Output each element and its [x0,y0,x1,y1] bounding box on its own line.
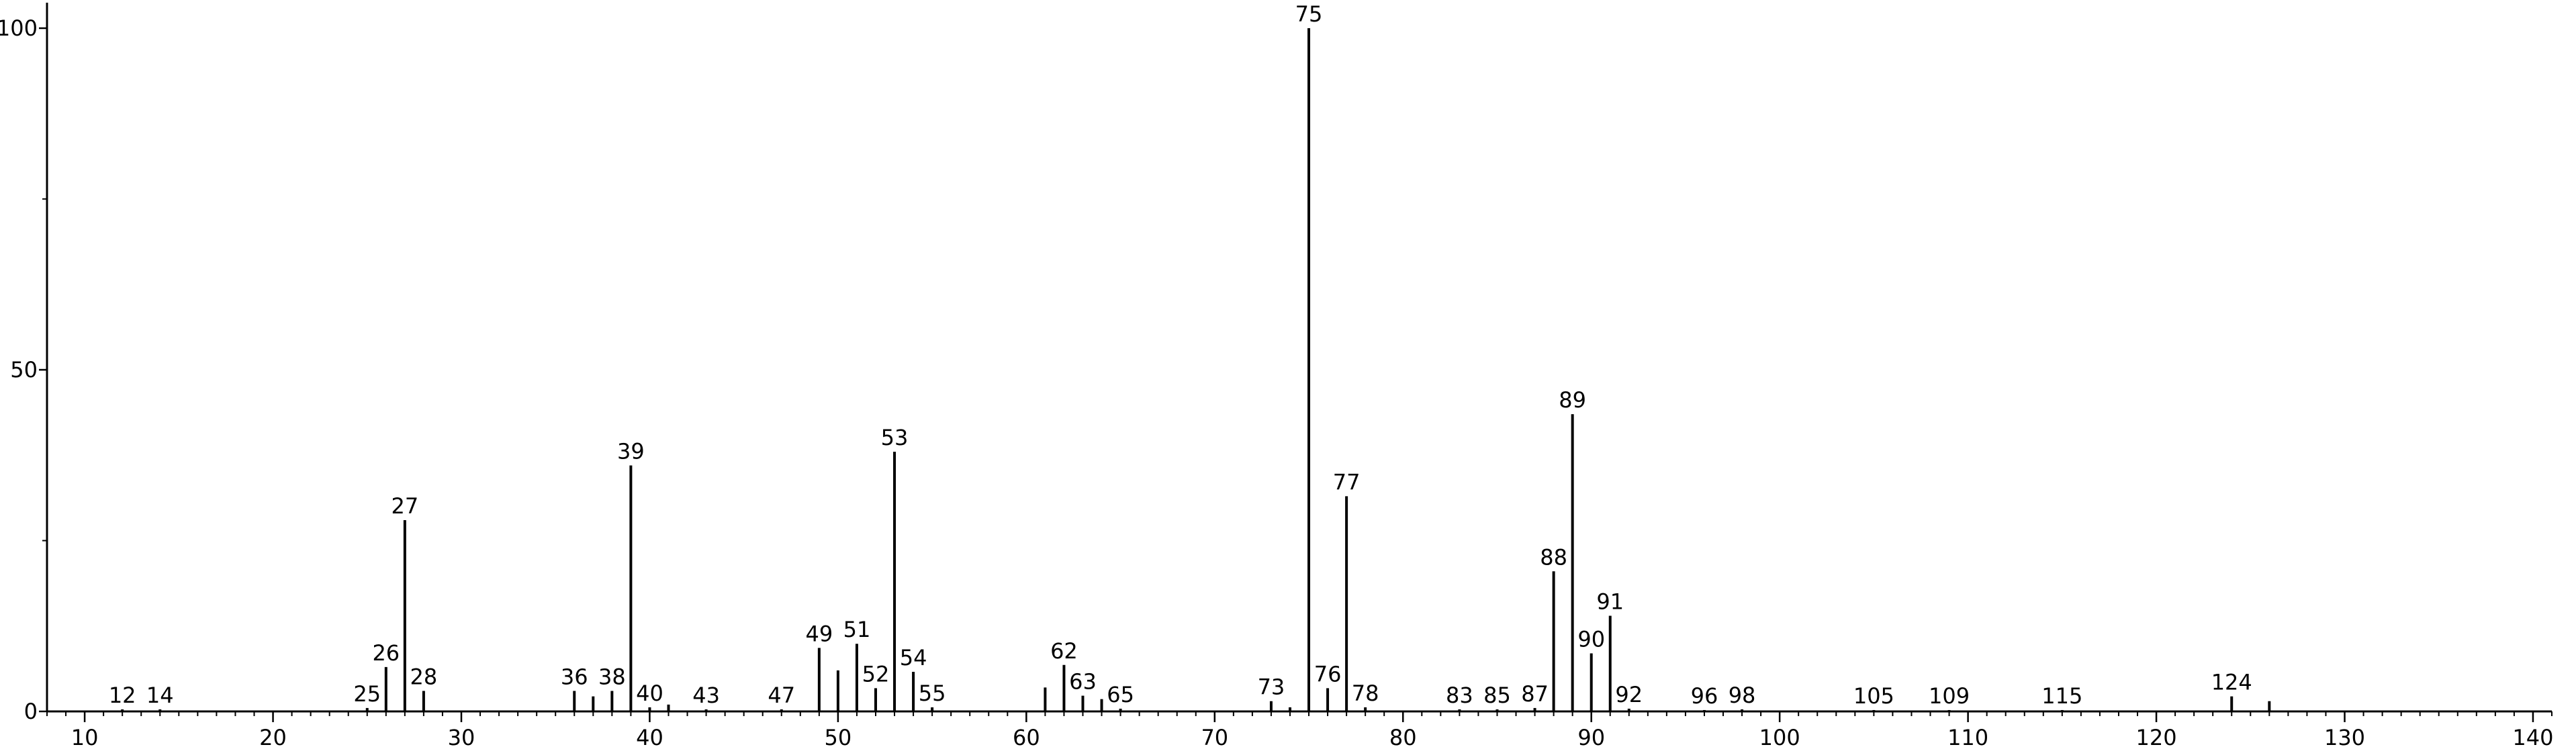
peak-label: 38 [598,664,626,689]
peak-label: 88 [1540,544,1567,570]
peak-label: 28 [410,664,438,689]
peak-label: 75 [1295,1,1323,27]
peak-label: 40 [636,681,663,706]
x-tick-label: 70 [1201,725,1228,749]
peak-label: 51 [843,617,871,642]
x-tick-label: 90 [1577,725,1605,749]
x-tick-label: 100 [1759,725,1800,749]
peak-label: 12 [109,683,136,708]
peak-label: 43 [692,683,720,708]
axes: 10 20 30 40 50 60 70 80 90 100 110 120 130 140 0 50 100 [0,3,2553,749]
peak-label: 98 [1729,683,1756,708]
peak-label: 63 [1069,669,1097,695]
peak-label: 52 [862,661,890,687]
peak-label: 89 [1559,387,1586,413]
peak-label: 54 [900,645,927,670]
x-tick-label: 60 [1013,725,1040,749]
x-tick-label: 10 [71,725,99,749]
peak-label: 105 [1853,683,1894,709]
peak-label: 53 [881,425,909,450]
y-ticks: 0 50 100 [0,15,47,724]
peak-label: 76 [1314,661,1342,687]
y-tick-label: 50 [10,357,38,383]
peak-label: 83 [1446,683,1473,708]
peak-label: 49 [805,621,833,646]
peak-label: 26 [372,640,400,666]
peak-label: 85 [1483,683,1511,708]
peak-label: 92 [1615,682,1643,707]
peak-label: 87 [1521,681,1549,707]
peak-labels: 12 14 25 26 27 28 36 38 39 40 43 47 49 51 52 53 54 55 62 63… [109,1,2252,709]
x-major-ticks: 10 20 30 40 50 60 70 80 90 100 110 120 130 140 [71,711,2553,749]
peak-label: 62 [1050,638,1078,664]
peak-label: 47 [768,683,795,708]
peak-label: 124 [2211,670,2252,695]
x-tick-label: 50 [825,725,852,749]
peak-label: 36 [561,664,588,689]
peak-label: 77 [1333,469,1361,495]
x-tick-label: 40 [636,725,663,749]
peak-label: 73 [1258,675,1285,700]
x-tick-label: 140 [2512,725,2553,749]
peak-label: 115 [2041,683,2082,709]
x-tick-label: 120 [2136,725,2177,749]
peaks [121,28,2271,711]
peak-label: 25 [353,681,381,707]
peak-label: 78 [1352,681,1379,706]
peak-label: 55 [919,681,946,706]
peak-label: 39 [617,439,645,464]
x-tick-label: 130 [2324,725,2365,749]
y-tick-label: 0 [24,699,38,724]
peak-label: 91 [1596,589,1624,614]
peak-label: 65 [1107,682,1134,707]
x-tick-label: 80 [1389,725,1417,749]
peak-label: 96 [1691,683,1718,709]
x-tick-label: 30 [448,725,475,749]
peak-label: 27 [391,493,418,519]
y-tick-label: 100 [0,15,38,41]
x-tick-label: 20 [259,725,287,749]
x-tick-label: 110 [1947,725,1988,749]
peak-label: 109 [1929,683,1970,709]
peak-label: 90 [1577,626,1605,652]
peak-label: 14 [146,683,174,708]
